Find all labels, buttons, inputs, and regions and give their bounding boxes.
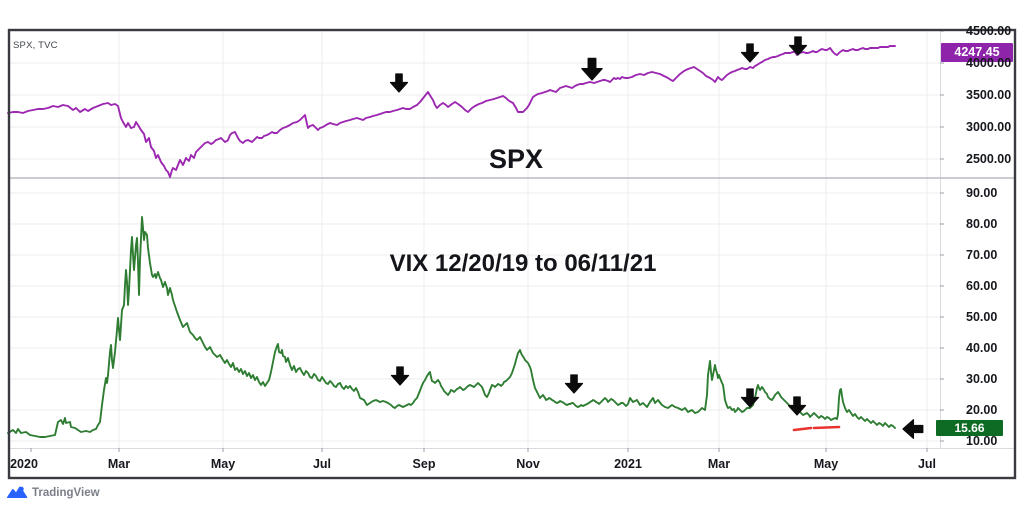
down-arrow-annotation xyxy=(564,374,584,394)
vix-line xyxy=(7,216,896,438)
down-arrow-annotation xyxy=(740,388,760,408)
down-arrow-annotation xyxy=(788,36,808,56)
down-arrow-annotation xyxy=(390,366,410,386)
symbol-label: SPX, TVC xyxy=(13,40,58,51)
red-underline-annotation xyxy=(812,425,841,430)
red-underline-annotation xyxy=(792,426,813,432)
spx-line xyxy=(7,45,896,178)
down-arrow-annotation xyxy=(787,396,807,416)
spx-price-badge: 4247.45 xyxy=(941,43,1013,62)
tradingview-attribution[interactable]: TradingView xyxy=(6,485,100,500)
down-arrow-annotation xyxy=(389,73,409,93)
down-arrow-annotation xyxy=(581,57,603,81)
chart-frame xyxy=(7,28,1017,480)
down-arrow-annotation xyxy=(740,43,760,63)
vix-annotation: VIX 12/20/19 to 06/11/21 xyxy=(389,250,657,277)
spx-annotation: SPX xyxy=(488,144,544,174)
vix-price-badge: 15.66 xyxy=(936,420,1003,436)
tradingview-logo-icon xyxy=(6,486,28,498)
tradingview-logo-text: TradingView xyxy=(32,486,100,499)
left-arrow-annotation xyxy=(902,419,924,439)
